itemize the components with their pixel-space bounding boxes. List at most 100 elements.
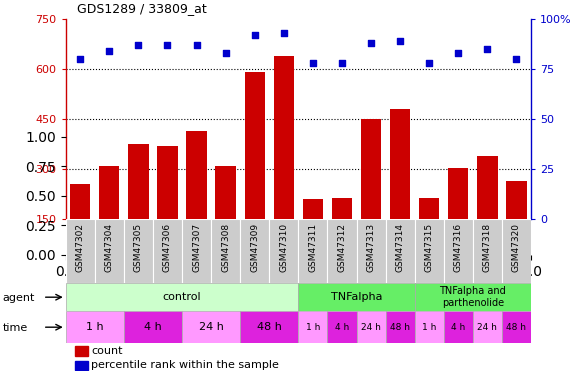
FancyBboxPatch shape: [298, 283, 415, 311]
Text: agent: agent: [3, 293, 35, 303]
Point: [279, 30, 288, 36]
Text: GSM47306: GSM47306: [163, 223, 172, 272]
Text: GSM47309: GSM47309: [250, 223, 259, 272]
Text: TNFalpha and
parthenolide: TNFalpha and parthenolide: [440, 286, 506, 308]
FancyBboxPatch shape: [356, 219, 385, 283]
Text: GSM47307: GSM47307: [192, 223, 201, 272]
Text: GSM47304: GSM47304: [105, 223, 114, 272]
Text: 48 h: 48 h: [257, 322, 282, 332]
Point: [192, 42, 201, 48]
FancyBboxPatch shape: [298, 311, 327, 343]
Point: [367, 40, 376, 46]
Point: [337, 60, 347, 66]
FancyBboxPatch shape: [182, 311, 240, 343]
Text: percentile rank within the sample: percentile rank within the sample: [91, 360, 279, 370]
Text: 4 h: 4 h: [335, 322, 349, 332]
FancyBboxPatch shape: [415, 283, 531, 311]
Bar: [128, 144, 148, 219]
Text: GSM47318: GSM47318: [483, 223, 492, 272]
Bar: [157, 146, 178, 219]
Point: [134, 42, 143, 48]
FancyBboxPatch shape: [444, 219, 473, 283]
FancyBboxPatch shape: [473, 311, 502, 343]
Point: [483, 46, 492, 52]
Point: [221, 50, 230, 56]
FancyBboxPatch shape: [95, 219, 124, 283]
Text: GSM47311: GSM47311: [308, 223, 317, 272]
Text: GSM47314: GSM47314: [396, 223, 405, 272]
FancyBboxPatch shape: [182, 219, 211, 283]
FancyBboxPatch shape: [66, 311, 124, 343]
Text: 1 h: 1 h: [422, 322, 436, 332]
Text: GSM47302: GSM47302: [76, 223, 85, 272]
Text: GSM47305: GSM47305: [134, 223, 143, 272]
Text: time: time: [3, 323, 28, 333]
FancyBboxPatch shape: [385, 219, 415, 283]
FancyBboxPatch shape: [66, 283, 298, 311]
Text: 24 h: 24 h: [199, 322, 223, 332]
Bar: [477, 156, 497, 219]
FancyBboxPatch shape: [66, 219, 95, 283]
FancyBboxPatch shape: [298, 219, 327, 283]
Point: [396, 38, 405, 44]
Text: 24 h: 24 h: [361, 322, 381, 332]
FancyBboxPatch shape: [502, 311, 531, 343]
Bar: [99, 166, 119, 219]
FancyBboxPatch shape: [327, 311, 356, 343]
FancyBboxPatch shape: [415, 311, 444, 343]
FancyBboxPatch shape: [240, 311, 298, 343]
Point: [75, 56, 85, 62]
Bar: [186, 131, 207, 219]
Text: TNFalpha: TNFalpha: [331, 292, 382, 302]
Text: 1 h: 1 h: [86, 322, 103, 332]
Bar: [448, 168, 468, 219]
Text: 4 h: 4 h: [451, 322, 465, 332]
Bar: [419, 198, 440, 219]
Point: [512, 56, 521, 62]
Bar: [70, 184, 90, 219]
Bar: [390, 109, 411, 219]
Bar: [332, 198, 352, 219]
Text: GSM47312: GSM47312: [337, 223, 347, 272]
Bar: [75, 346, 88, 355]
FancyBboxPatch shape: [385, 311, 415, 343]
FancyBboxPatch shape: [124, 311, 182, 343]
FancyBboxPatch shape: [211, 219, 240, 283]
Point: [163, 42, 172, 48]
Bar: [361, 119, 381, 219]
Text: GSM47316: GSM47316: [454, 223, 463, 272]
Text: 48 h: 48 h: [390, 322, 410, 332]
Text: GSM47313: GSM47313: [367, 223, 376, 272]
Point: [425, 60, 434, 66]
Text: GDS1289 / 33809_at: GDS1289 / 33809_at: [77, 2, 207, 15]
Text: GSM47308: GSM47308: [221, 223, 230, 272]
FancyBboxPatch shape: [270, 219, 298, 283]
Point: [454, 50, 463, 56]
FancyBboxPatch shape: [240, 219, 270, 283]
FancyBboxPatch shape: [473, 219, 502, 283]
Bar: [506, 181, 526, 219]
FancyBboxPatch shape: [502, 219, 531, 283]
FancyBboxPatch shape: [415, 219, 444, 283]
Text: 24 h: 24 h: [477, 322, 497, 332]
Text: GSM47310: GSM47310: [279, 223, 288, 272]
Bar: [215, 166, 236, 219]
Text: control: control: [163, 292, 202, 302]
Text: 4 h: 4 h: [144, 322, 162, 332]
Text: count: count: [91, 346, 123, 356]
FancyBboxPatch shape: [124, 219, 153, 283]
Point: [104, 48, 114, 54]
Point: [308, 60, 317, 66]
Bar: [244, 72, 265, 219]
Bar: [303, 200, 323, 219]
Bar: [75, 361, 88, 370]
FancyBboxPatch shape: [444, 311, 473, 343]
FancyBboxPatch shape: [327, 219, 356, 283]
Bar: [274, 56, 294, 219]
Text: GSM47315: GSM47315: [425, 223, 434, 272]
Point: [250, 32, 259, 38]
FancyBboxPatch shape: [356, 311, 385, 343]
FancyBboxPatch shape: [153, 219, 182, 283]
Text: GSM47320: GSM47320: [512, 223, 521, 272]
Text: 1 h: 1 h: [305, 322, 320, 332]
